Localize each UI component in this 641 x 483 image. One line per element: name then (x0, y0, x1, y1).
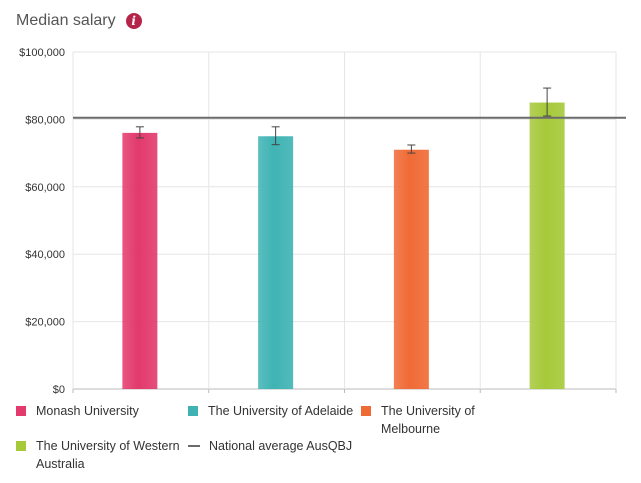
bar-3[interactable] (393, 149, 429, 389)
bar-4[interactable] (529, 102, 565, 390)
y-tick-label: $40,000 (25, 249, 65, 261)
error-bar-4 (543, 87, 552, 117)
legend-swatch-western-australia (16, 441, 26, 451)
legend-label-adelaide: The University of Adelaide (208, 404, 354, 418)
chart-title: Median salary (16, 12, 116, 29)
error-bar-2 (271, 126, 280, 146)
bar-1[interactable] (122, 132, 158, 389)
y-tick-label: $60,000 (25, 182, 65, 194)
info-icon[interactable]: i (125, 13, 142, 29)
error-bar-1 (135, 126, 144, 139)
error-bar-3 (407, 144, 416, 154)
legend-label-monash: Monash University (36, 404, 139, 418)
legend-item-western-australia[interactable]: The University of Western Australia (16, 437, 206, 473)
legend-item-adelaide[interactable]: The University of Adelaide (188, 402, 353, 420)
legend-item-melbourne[interactable]: The University of Melbourne (361, 402, 501, 438)
legend: Monash University The University of Adel… (0, 400, 641, 483)
legend-swatch-melbourne (361, 406, 371, 416)
bar-chart: $0 $20,000 $40,000 $60,000 $80,000 $100,000 (19, 47, 626, 396)
bar-2[interactable] (258, 136, 294, 389)
legend-item-national-average[interactable]: National average AusQBJ (188, 437, 352, 455)
y-tick-label: $80,000 (25, 114, 65, 126)
legend-label-national-average: National average AusQBJ (209, 439, 353, 453)
bar-layer (122, 102, 565, 390)
grid-layer (72, 51, 617, 390)
chart-header: Median salary i (16, 8, 142, 34)
legend-swatch-monash (16, 406, 26, 416)
y-tick-label: $20,000 (25, 317, 65, 329)
y-tick-label: $0 (53, 384, 65, 396)
legend-label-melbourne: The University of Melbourne (381, 404, 475, 436)
legend-line-national-average (188, 445, 200, 447)
error-bar-layer (135, 87, 552, 154)
legend-item-monash[interactable]: Monash University (16, 402, 139, 420)
axis-layer: $0 $20,000 $40,000 $60,000 $80,000 $100,000 (19, 47, 617, 396)
y-tick-label: $100,000 (19, 47, 65, 59)
legend-label-western-australia: The University of Western Australia (36, 439, 180, 471)
legend-swatch-adelaide (188, 406, 198, 416)
